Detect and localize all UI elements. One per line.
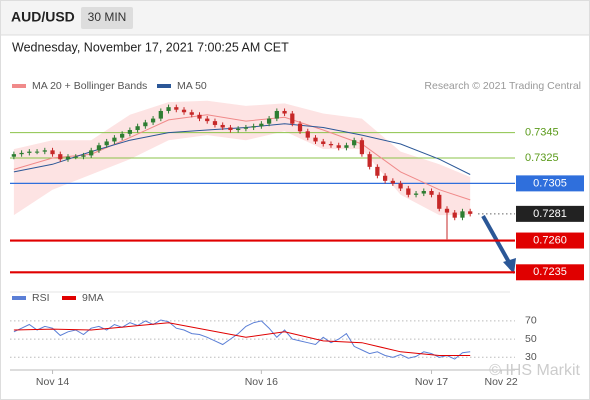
- candle-body: [150, 118, 156, 123]
- candle-body: [328, 144, 334, 146]
- candle-body: [444, 208, 450, 213]
- level-label: 0.7260: [533, 234, 567, 246]
- y-tick-label: 30: [525, 351, 537, 363]
- candle-body: [437, 194, 442, 209]
- candle-body: [266, 118, 272, 124]
- candle-body: [42, 150, 47, 152]
- candle-body: [189, 112, 194, 115]
- candle-body: [321, 141, 326, 144]
- candle-body: [120, 133, 125, 138]
- candle-body: [452, 212, 457, 218]
- level-box: [516, 205, 584, 222]
- indicator-line: [13, 319, 471, 360]
- candle-body: [19, 152, 24, 155]
- candle-body: [429, 191, 434, 195]
- y-tick-label: 70: [525, 315, 537, 327]
- legend-label: 9MA: [82, 292, 104, 304]
- candle-body: [158, 110, 163, 119]
- candle-body: [34, 151, 40, 153]
- candle-body: [205, 118, 210, 122]
- candle-body: [382, 175, 388, 181]
- level-box: [516, 175, 584, 192]
- candle-body: [274, 110, 279, 119]
- legend-label: MA 20 + Bollinger Bands: [32, 80, 147, 92]
- watermark: © IHS Markit: [489, 362, 580, 379]
- candle-body: [367, 154, 372, 167]
- level-label: 0.7305: [533, 177, 567, 189]
- candle-body: [359, 140, 365, 155]
- indicator-line: [13, 322, 471, 356]
- level-box: [516, 232, 584, 249]
- candle-body: [96, 145, 102, 151]
- candle-body: [11, 154, 16, 157]
- legend-swatch: [12, 296, 26, 300]
- candle-body: [89, 150, 94, 156]
- candle-body: [398, 183, 403, 189]
- legend-swatch: [12, 84, 26, 88]
- candle-body: [297, 123, 303, 132]
- x-tick-label: Nov 14: [36, 376, 69, 388]
- bollinger-band: [13, 100, 471, 216]
- level-label: 0.7281: [533, 208, 567, 220]
- candle-body: [282, 110, 287, 114]
- forecast-arrow-head: [503, 258, 516, 274]
- level-box: [516, 264, 584, 281]
- candle-body: [251, 126, 256, 128]
- y-tick-label: 50: [525, 333, 537, 345]
- level-label: 0.7345: [525, 126, 559, 138]
- candle-body: [104, 141, 109, 146]
- candle-body: [290, 113, 295, 124]
- candle-body: [58, 154, 63, 160]
- symbol: AUD/USD: [11, 9, 75, 25]
- legend-swatch: [62, 296, 76, 300]
- candle-body: [174, 107, 179, 110]
- credit: Research © 2021 Trading Central: [424, 80, 581, 92]
- candle-body: [352, 140, 357, 146]
- candle-body: [460, 211, 465, 218]
- x-tick-label: Nov 17: [415, 376, 448, 388]
- candle-body: [166, 107, 171, 111]
- candle-body: [212, 121, 218, 125]
- timeframe-box[interactable]: [81, 7, 133, 29]
- candle-body: [468, 211, 473, 214]
- candle-body: [112, 137, 117, 142]
- candle-body: [220, 124, 225, 128]
- candle-body: [344, 145, 349, 148]
- timeframe[interactable]: 30 MIN: [88, 10, 127, 24]
- timestamp: Wednesday, November 17, 2021 7:00:25 AM …: [12, 40, 289, 54]
- x-tick-label: Nov 16: [245, 376, 278, 388]
- candle-body: [228, 127, 233, 131]
- candle-body: [73, 156, 78, 158]
- legend-label: RSI: [32, 292, 50, 304]
- candle-body: [236, 128, 241, 131]
- candle-body: [197, 114, 202, 119]
- legend-label: MA 50: [177, 80, 207, 92]
- candle-body: [65, 156, 71, 160]
- candle-body: [259, 123, 264, 127]
- candle-body: [50, 150, 55, 155]
- legend-swatch: [157, 84, 171, 88]
- candle-body: [143, 122, 148, 127]
- level-label: 0.7235: [533, 266, 567, 278]
- candle-body: [390, 180, 395, 184]
- candle-body: [243, 127, 249, 129]
- candle-body: [135, 126, 140, 131]
- x-tick-label: Nov 22: [484, 376, 517, 388]
- candle-body: [406, 188, 411, 195]
- candle-body: [305, 131, 310, 138]
- candle-body: [421, 191, 426, 194]
- candle-body: [375, 166, 380, 176]
- candle-body: [81, 155, 86, 157]
- candle-body: [27, 151, 32, 153]
- candle-body: [336, 145, 341, 148]
- candle-body: [313, 137, 318, 142]
- candle-body: [413, 193, 419, 195]
- candle-body: [181, 109, 187, 113]
- candle-body: [127, 130, 133, 134]
- level-label: 0.7325: [525, 152, 559, 164]
